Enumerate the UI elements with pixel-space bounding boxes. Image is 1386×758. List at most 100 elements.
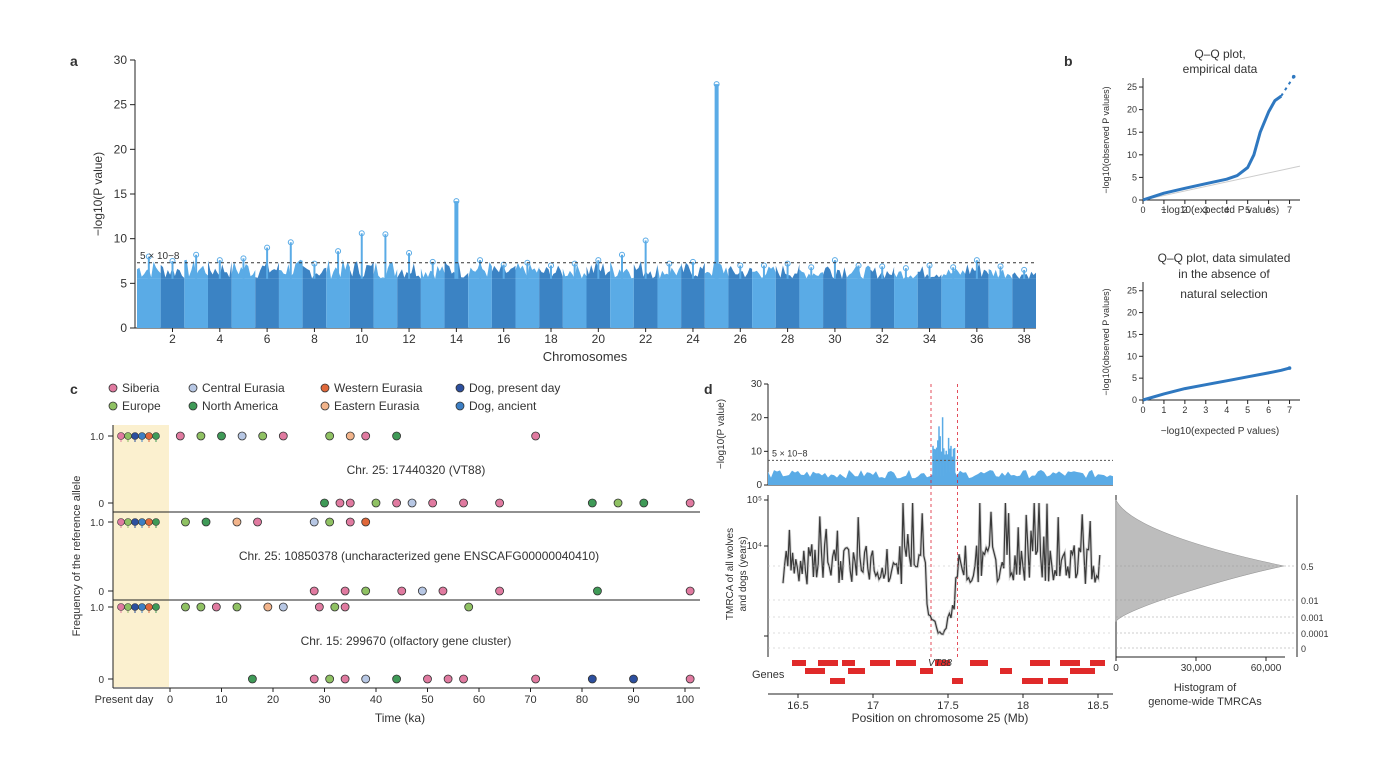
- gene-block: [935, 660, 950, 666]
- qq-y-tick-label: 0: [1132, 195, 1137, 205]
- manhattan-band-chr11: [373, 278, 398, 328]
- legend-label-7: Dog, ancient: [469, 399, 537, 413]
- manhattan-band-noise-chr14: [444, 260, 469, 279]
- tmrca-band: [781, 502, 1102, 636]
- manhattan-x-tick-label: 20: [592, 332, 606, 346]
- histogram-quantile-label: 0.5: [1301, 562, 1314, 572]
- manhattan-band-noise-chr18: [539, 265, 563, 279]
- allele-point: [531, 674, 541, 684]
- manhattan-band-chr15: [468, 278, 492, 328]
- manhattan-band-noise-chr5: [231, 261, 256, 279]
- qq-top-plot: 0 5 10 15 20 25 0 1 2 3 4 5 6 7: [1127, 74, 1301, 215]
- present-day-point: [138, 603, 146, 611]
- allele-point: [361, 431, 371, 441]
- allele-point: [371, 498, 381, 508]
- present-day-point: [124, 603, 132, 611]
- regional-x-tick-label: 18: [1017, 700, 1029, 712]
- allele-y-tick-label-bottom: 0: [98, 499, 104, 510]
- tmrca-plot: 10⁵ 10⁴: [747, 495, 1102, 657]
- gene-block: [970, 660, 988, 666]
- manhattan-band-chr19: [562, 278, 587, 328]
- allele-point: [495, 586, 505, 596]
- manhattan-x-tick-label: 12: [402, 332, 416, 346]
- allele-point: [495, 498, 505, 508]
- allele-point: [340, 586, 350, 596]
- qq-top-title-2: empirical data: [1183, 62, 1258, 76]
- allele-point: [340, 674, 350, 684]
- legend-marker-6: [320, 401, 330, 411]
- allele-x-tick-label: 20: [267, 694, 279, 706]
- allele-point: [181, 602, 190, 612]
- allele-rows: 1.0 0 Chr. 25: 17440320 (VT88) 1.0 0 Chr. 25:…: [90, 431, 695, 686]
- present-day-point: [145, 432, 153, 440]
- manhattan-threshold-label: 5 × 10−8: [140, 251, 180, 262]
- manhattan-band-noise-chr7: [278, 259, 303, 279]
- manhattan-peak-point-chr32: [879, 263, 886, 270]
- allele-point: [392, 431, 402, 441]
- gene-block: [1060, 660, 1080, 666]
- manhattan-x-tick-label: 4: [216, 332, 223, 346]
- manhattan-x-label: Chromosomes: [543, 349, 628, 364]
- qq-top-title-1: Q–Q plot,: [1194, 47, 1245, 61]
- qq-bottom-title-1: Q–Q plot, data simulated: [1158, 251, 1291, 265]
- allele-point: [325, 674, 335, 684]
- present-day-point: [152, 432, 160, 440]
- allele-point: [685, 586, 695, 596]
- manhattan-band-noise-chr33: [894, 271, 918, 279]
- allele-point: [417, 586, 427, 596]
- allele-point: [335, 498, 345, 508]
- allele-point: [278, 431, 288, 441]
- manhattan-band-chr4: [207, 278, 232, 328]
- legend-label-0: Siberia: [122, 381, 160, 395]
- qq-x-tick-label: 3: [1203, 205, 1208, 215]
- manhattan-band-chr38: [1012, 278, 1036, 328]
- present-day-point: [145, 603, 153, 611]
- allele-x-tick-label: 80: [576, 694, 588, 706]
- allele-point: [613, 498, 623, 508]
- manhattan-y-tick-label: 10: [114, 232, 128, 246]
- manhattan-band-chr1: [137, 278, 161, 328]
- manhattan-y-tick-label: 15: [114, 187, 128, 201]
- allele-x-label: Time (ka): [375, 711, 425, 725]
- manhattan-peak-point-chr11: [382, 231, 389, 238]
- manhattan-peak-point-chr19: [571, 260, 578, 267]
- manhattan-band-chr6: [255, 278, 279, 328]
- manhattan-band-noise-chr19: [562, 264, 587, 279]
- qq-x-tick-label: 5: [1245, 205, 1250, 215]
- manhattan-band-chr27: [752, 278, 776, 328]
- allele-point: [181, 517, 190, 527]
- manhattan-band-noise-chr9: [326, 259, 350, 279]
- manhattan-peak-point-chr20: [595, 257, 602, 264]
- legend-label-3: Dog, present day: [469, 381, 560, 395]
- manhattan-band-chr13: [420, 278, 445, 328]
- manhattan-band-chr26: [728, 278, 753, 328]
- manhattan-band-chr20: [586, 278, 611, 328]
- manhattan-x-ticks: 2 4 6 8 10 12 14 16 18 20 22 24 26 28 30 32 34 36 38: [169, 328, 1031, 346]
- manhattan-peak-point-chr28: [784, 260, 791, 267]
- manhattan-x-tick-label: 34: [923, 332, 937, 346]
- manhattan-band-chr18: [539, 278, 563, 328]
- allele-point: [361, 517, 371, 527]
- gene-block: [842, 660, 855, 666]
- allele-point: [531, 431, 541, 441]
- allele-point: [258, 431, 268, 441]
- allele-x-tick-label: 90: [627, 694, 639, 706]
- manhattan-band-chr29: [799, 278, 824, 328]
- gene-block: [952, 678, 963, 684]
- gene-block: [1070, 668, 1095, 674]
- manhattan-peak-point-chr8: [311, 260, 318, 267]
- qq-x-tick-label: 6: [1266, 205, 1271, 215]
- allele-point: [217, 431, 226, 441]
- manhattan-band-noise-chr10: [349, 261, 374, 279]
- regional-x-ticks: 16.5 17 17.5 18 18.5: [768, 693, 1113, 712]
- allele-point: [309, 517, 319, 527]
- gene-block: [1022, 678, 1043, 684]
- qq-x-tick-label: 0: [1140, 205, 1145, 215]
- allele-point: [464, 602, 474, 612]
- allele-point: [232, 517, 242, 527]
- manhattan-x-tick-label: 16: [497, 332, 511, 346]
- gene-block: [1000, 668, 1012, 674]
- gene-block: [792, 660, 806, 666]
- qq-bottom-y-label: −log10(observed P values): [1101, 288, 1111, 395]
